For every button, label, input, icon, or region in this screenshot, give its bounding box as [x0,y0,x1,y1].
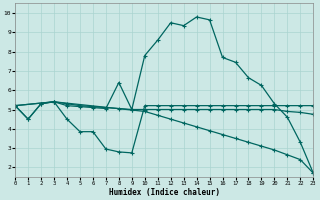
X-axis label: Humidex (Indice chaleur): Humidex (Indice chaleur) [109,188,220,197]
